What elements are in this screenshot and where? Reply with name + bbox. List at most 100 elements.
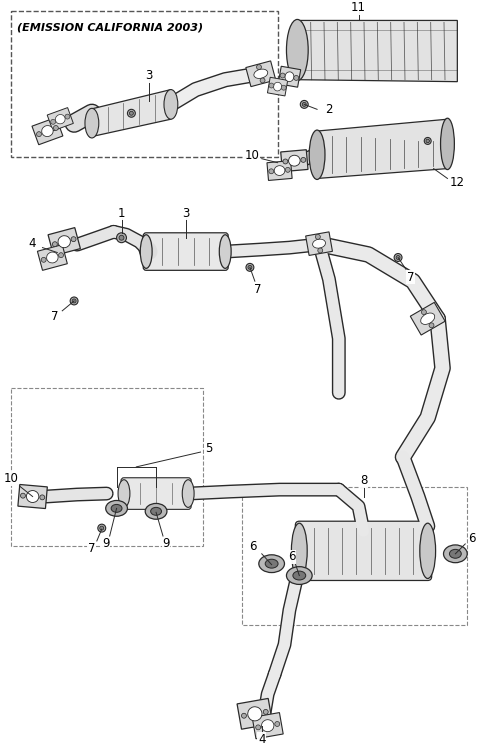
Polygon shape [306,232,333,255]
Circle shape [256,65,262,69]
Circle shape [53,125,59,131]
Circle shape [21,493,25,498]
Circle shape [241,713,246,718]
Ellipse shape [254,69,268,78]
Ellipse shape [219,235,231,269]
Circle shape [117,233,126,242]
Polygon shape [90,90,171,137]
Polygon shape [37,245,67,270]
Ellipse shape [58,236,71,248]
FancyBboxPatch shape [121,477,191,510]
Text: 7: 7 [50,310,58,323]
Polygon shape [281,150,308,172]
Circle shape [59,253,63,257]
Polygon shape [317,119,447,178]
Polygon shape [237,698,273,729]
Ellipse shape [274,166,285,175]
Ellipse shape [47,252,58,263]
Polygon shape [47,107,73,131]
Ellipse shape [26,491,39,503]
Text: 1: 1 [118,207,125,219]
Circle shape [248,266,252,269]
Ellipse shape [42,125,53,137]
Ellipse shape [145,504,167,519]
Circle shape [318,248,323,253]
Circle shape [100,526,104,530]
Circle shape [41,257,46,263]
Circle shape [421,310,426,315]
Circle shape [246,263,254,272]
Text: 6: 6 [468,531,476,545]
Circle shape [71,236,76,242]
Circle shape [283,159,288,164]
Text: 7: 7 [407,271,415,283]
Ellipse shape [259,555,285,573]
Circle shape [269,169,274,174]
Ellipse shape [118,480,130,507]
Text: 9: 9 [162,537,170,551]
Circle shape [424,137,431,145]
Text: 12: 12 [450,176,465,189]
Circle shape [280,73,285,78]
Polygon shape [32,117,63,145]
FancyBboxPatch shape [295,521,432,580]
Ellipse shape [312,239,325,248]
Text: 6: 6 [288,551,295,563]
Polygon shape [278,66,300,87]
Text: 11: 11 [351,1,366,14]
Ellipse shape [420,313,435,325]
Text: 5: 5 [205,442,212,454]
Polygon shape [297,20,457,81]
Circle shape [260,78,265,83]
Circle shape [285,167,290,172]
Circle shape [65,114,70,119]
Text: 4: 4 [258,733,265,746]
Text: (EMISSION CALIFORNIA 2003): (EMISSION CALIFORNIA 2003) [17,22,203,32]
Text: 7: 7 [88,542,96,555]
Polygon shape [48,228,80,256]
Ellipse shape [262,720,274,732]
Text: 10: 10 [3,472,18,485]
Ellipse shape [287,567,312,584]
Circle shape [127,110,135,117]
Circle shape [52,242,57,247]
Circle shape [263,709,268,715]
Ellipse shape [85,108,99,138]
Ellipse shape [265,560,278,568]
Circle shape [256,725,261,730]
Text: 2: 2 [325,103,333,116]
Circle shape [394,254,402,261]
Circle shape [70,297,78,305]
Circle shape [301,157,306,163]
Text: 7: 7 [254,283,262,295]
Ellipse shape [140,235,152,269]
Circle shape [72,299,76,303]
Circle shape [294,75,299,81]
Ellipse shape [151,507,161,515]
Text: 8: 8 [360,474,367,487]
Circle shape [40,495,45,500]
Circle shape [281,85,286,90]
Ellipse shape [285,72,294,81]
Ellipse shape [309,130,325,180]
Polygon shape [252,712,283,739]
Ellipse shape [288,155,300,166]
Circle shape [300,101,308,108]
Circle shape [429,323,434,327]
Ellipse shape [248,706,262,721]
Circle shape [130,111,133,115]
Ellipse shape [274,82,282,91]
Ellipse shape [449,549,461,558]
Ellipse shape [287,19,308,81]
FancyBboxPatch shape [143,233,228,270]
Text: 3: 3 [182,207,190,219]
Ellipse shape [182,480,194,507]
Polygon shape [18,484,48,509]
Ellipse shape [106,501,127,516]
Circle shape [302,102,306,107]
Polygon shape [246,61,276,87]
Ellipse shape [441,118,455,169]
Ellipse shape [293,571,306,580]
Circle shape [119,235,124,240]
Polygon shape [267,160,292,181]
